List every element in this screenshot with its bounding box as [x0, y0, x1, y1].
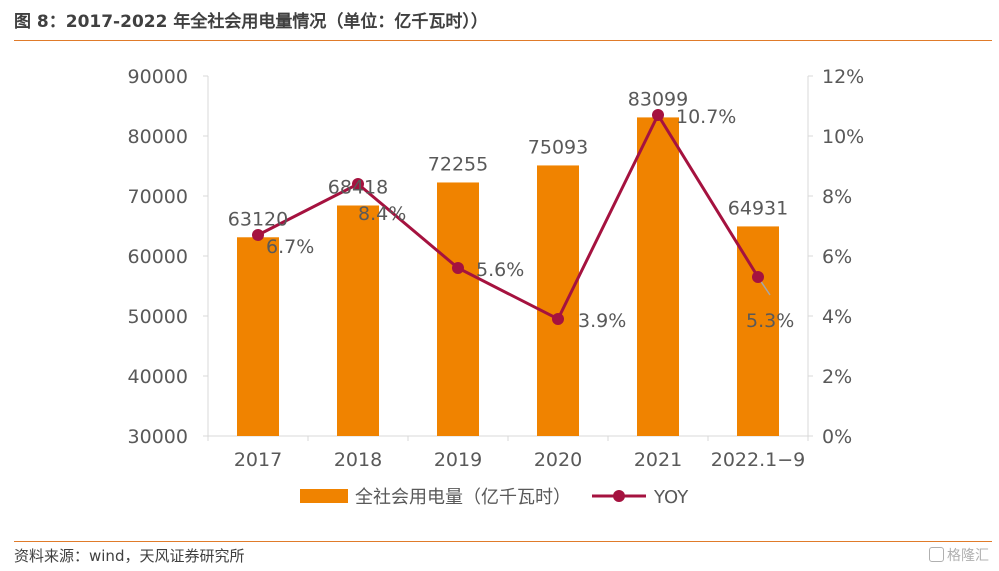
yoy-value-label: 5.6% [476, 259, 524, 281]
x-tick-label: 2021 [634, 449, 682, 471]
legend-line-label: YOY [653, 487, 689, 508]
y-tick-label-left: 70000 [128, 186, 188, 208]
bar [737, 226, 779, 436]
y-tick-label-right: 6% [822, 246, 852, 268]
x-tick-label: 2022.1−9 [711, 449, 806, 471]
bar [637, 117, 679, 436]
bar [437, 182, 479, 436]
y-tick-label-left: 40000 [128, 366, 188, 388]
bar-value-label: 68418 [328, 176, 388, 198]
title-rule [14, 40, 992, 41]
y-tick-label-left: 90000 [128, 66, 188, 88]
x-tick-label: 2020 [534, 449, 582, 471]
bar-value-label: 64931 [728, 197, 788, 219]
x-tick-label: 2017 [234, 449, 282, 471]
x-tick-label: 2018 [334, 449, 382, 471]
bar [537, 165, 579, 436]
yoy-point [452, 262, 464, 274]
yoy-line [257, 111, 760, 322]
bar-value-label: 75093 [528, 136, 588, 158]
x-tick-label: 2019 [434, 449, 482, 471]
legend-bar-swatch [300, 489, 348, 503]
yoy-point [652, 109, 664, 121]
yoy-value-label: 3.9% [578, 310, 626, 332]
watermark: 格隆汇 [929, 545, 989, 565]
y-tick-label-right: 10% [822, 126, 864, 148]
chart: 30000 40000 50000 60000 70000 80000 90000 0% 2% 4… [128, 66, 865, 508]
yoy-value-label: 5.3% [746, 310, 794, 332]
y-tick-label-right: 2% [822, 366, 852, 388]
legend-line-marker [613, 490, 625, 502]
bar-value-label: 83099 [628, 88, 688, 110]
y-tick-label-right: 8% [822, 186, 852, 208]
yoy-value-label: 10.7% [676, 106, 736, 128]
y-tick-label-left: 80000 [128, 126, 188, 148]
legend-bar-label: 全社会用电量（亿千瓦时） [355, 487, 571, 508]
y-tick-label-left: 30000 [128, 426, 188, 448]
source-rule [14, 541, 992, 542]
watermark-logo-icon [929, 547, 944, 562]
yoy-point [252, 229, 264, 241]
y-tick-label-right: 12% [822, 66, 864, 88]
watermark-text: 格隆汇 [947, 548, 989, 564]
bar-value-label: 72255 [428, 153, 488, 175]
y-tick-label-left: 60000 [128, 246, 188, 268]
yoy-point [752, 271, 764, 283]
y-tick-label-right: 4% [822, 306, 852, 328]
y-tick-label-left: 50000 [128, 306, 188, 328]
yoy-point [352, 178, 364, 190]
y-tick-label-right: 0% [822, 426, 852, 448]
bar [337, 205, 379, 436]
yoy-value-label: 8.4% [358, 203, 406, 225]
source-note: 资料来源：wind，天风证券研究所 [14, 547, 245, 565]
yoy-value-label: 6.7% [266, 236, 314, 258]
bar [237, 237, 279, 436]
bar-value-label: 63120 [228, 208, 288, 230]
yoy-point [552, 313, 564, 325]
figure-title: 图 8：2017-2022 年全社会用电量情况（单位：亿千瓦时）） [14, 12, 488, 32]
